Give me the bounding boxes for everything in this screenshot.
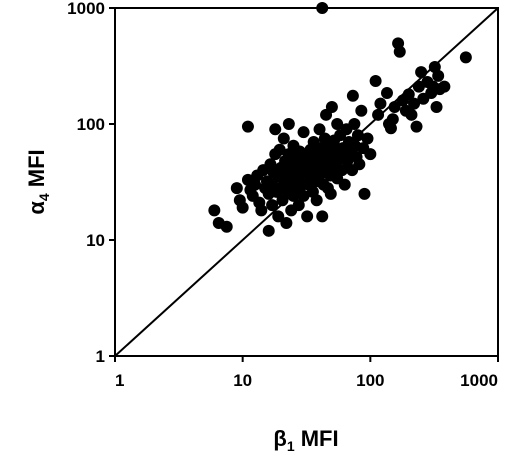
data-point [338, 178, 351, 191]
data-point [361, 132, 374, 145]
data-point [236, 201, 249, 214]
data-point [459, 51, 472, 64]
x-tick-label: 100 [356, 371, 384, 390]
y-tick-label: 100 [77, 115, 105, 134]
data-point [316, 210, 329, 223]
data-point [430, 101, 443, 114]
data-point [372, 108, 385, 121]
x-axis-title: β1 MFI [273, 426, 338, 454]
x-axis-ticks: 1 10 100 1000 [114, 356, 499, 390]
data-point [438, 80, 451, 93]
y-axis-ticks: 1 10 100 1000 [67, 0, 115, 366]
x-axis-title-symbol: β [273, 426, 286, 451]
data-point [405, 108, 418, 121]
data-point [297, 126, 310, 139]
data-point [313, 123, 326, 136]
data-point [380, 87, 393, 100]
data-point [384, 122, 397, 135]
x-tick-label: 1 [115, 371, 124, 390]
data-point [269, 123, 282, 136]
data-point [388, 101, 401, 114]
data-point [346, 89, 359, 102]
data-point [301, 210, 314, 223]
data-point [351, 129, 364, 142]
data-point [230, 182, 243, 195]
y-axis-title-subscript: 4 [36, 193, 52, 201]
data-point [255, 204, 268, 217]
x-tick-label: 1000 [460, 371, 498, 390]
data-point [336, 164, 349, 177]
y-axis-title-symbol: α [24, 201, 49, 215]
data-point [358, 187, 371, 200]
y-axis-title-text: MFI [24, 149, 49, 193]
data-point [386, 113, 399, 126]
y-axis-title: α4 MFI [24, 149, 52, 214]
data-point [374, 97, 387, 110]
data-points [208, 2, 472, 237]
data-point [280, 217, 293, 230]
data-point [316, 2, 329, 14]
data-point [266, 199, 279, 212]
data-point [348, 118, 361, 130]
plot-frame [114, 7, 499, 357]
data-point [353, 158, 366, 171]
x-axis-title-text: MFI [295, 426, 339, 451]
y-tick-label: 10 [86, 231, 105, 250]
data-point [402, 88, 415, 101]
data-point [364, 148, 377, 161]
data-point [369, 74, 382, 87]
data-point [282, 118, 295, 130]
data-point [208, 204, 221, 217]
data-point [393, 45, 406, 58]
data-point [241, 120, 254, 133]
data-point [262, 224, 275, 237]
y-tick-label: 1000 [67, 0, 105, 18]
data-point [432, 69, 445, 82]
data-point [415, 66, 428, 79]
x-tick-label: 10 [233, 371, 252, 390]
data-point [310, 194, 323, 207]
data-point [410, 120, 423, 133]
data-point [249, 178, 262, 191]
y-tick-label: 1 [96, 347, 105, 366]
data-point [292, 199, 305, 212]
data-point [324, 187, 337, 200]
data-point [220, 220, 233, 233]
data-point [297, 189, 310, 202]
x-axis-title-subscript: 1 [287, 438, 295, 454]
data-point [272, 210, 285, 223]
data-point [341, 154, 354, 167]
data-point [408, 97, 421, 110]
data-point [273, 143, 286, 156]
data-point [331, 118, 344, 130]
data-point [277, 132, 290, 145]
data-point [325, 101, 338, 114]
data-point [355, 104, 368, 117]
